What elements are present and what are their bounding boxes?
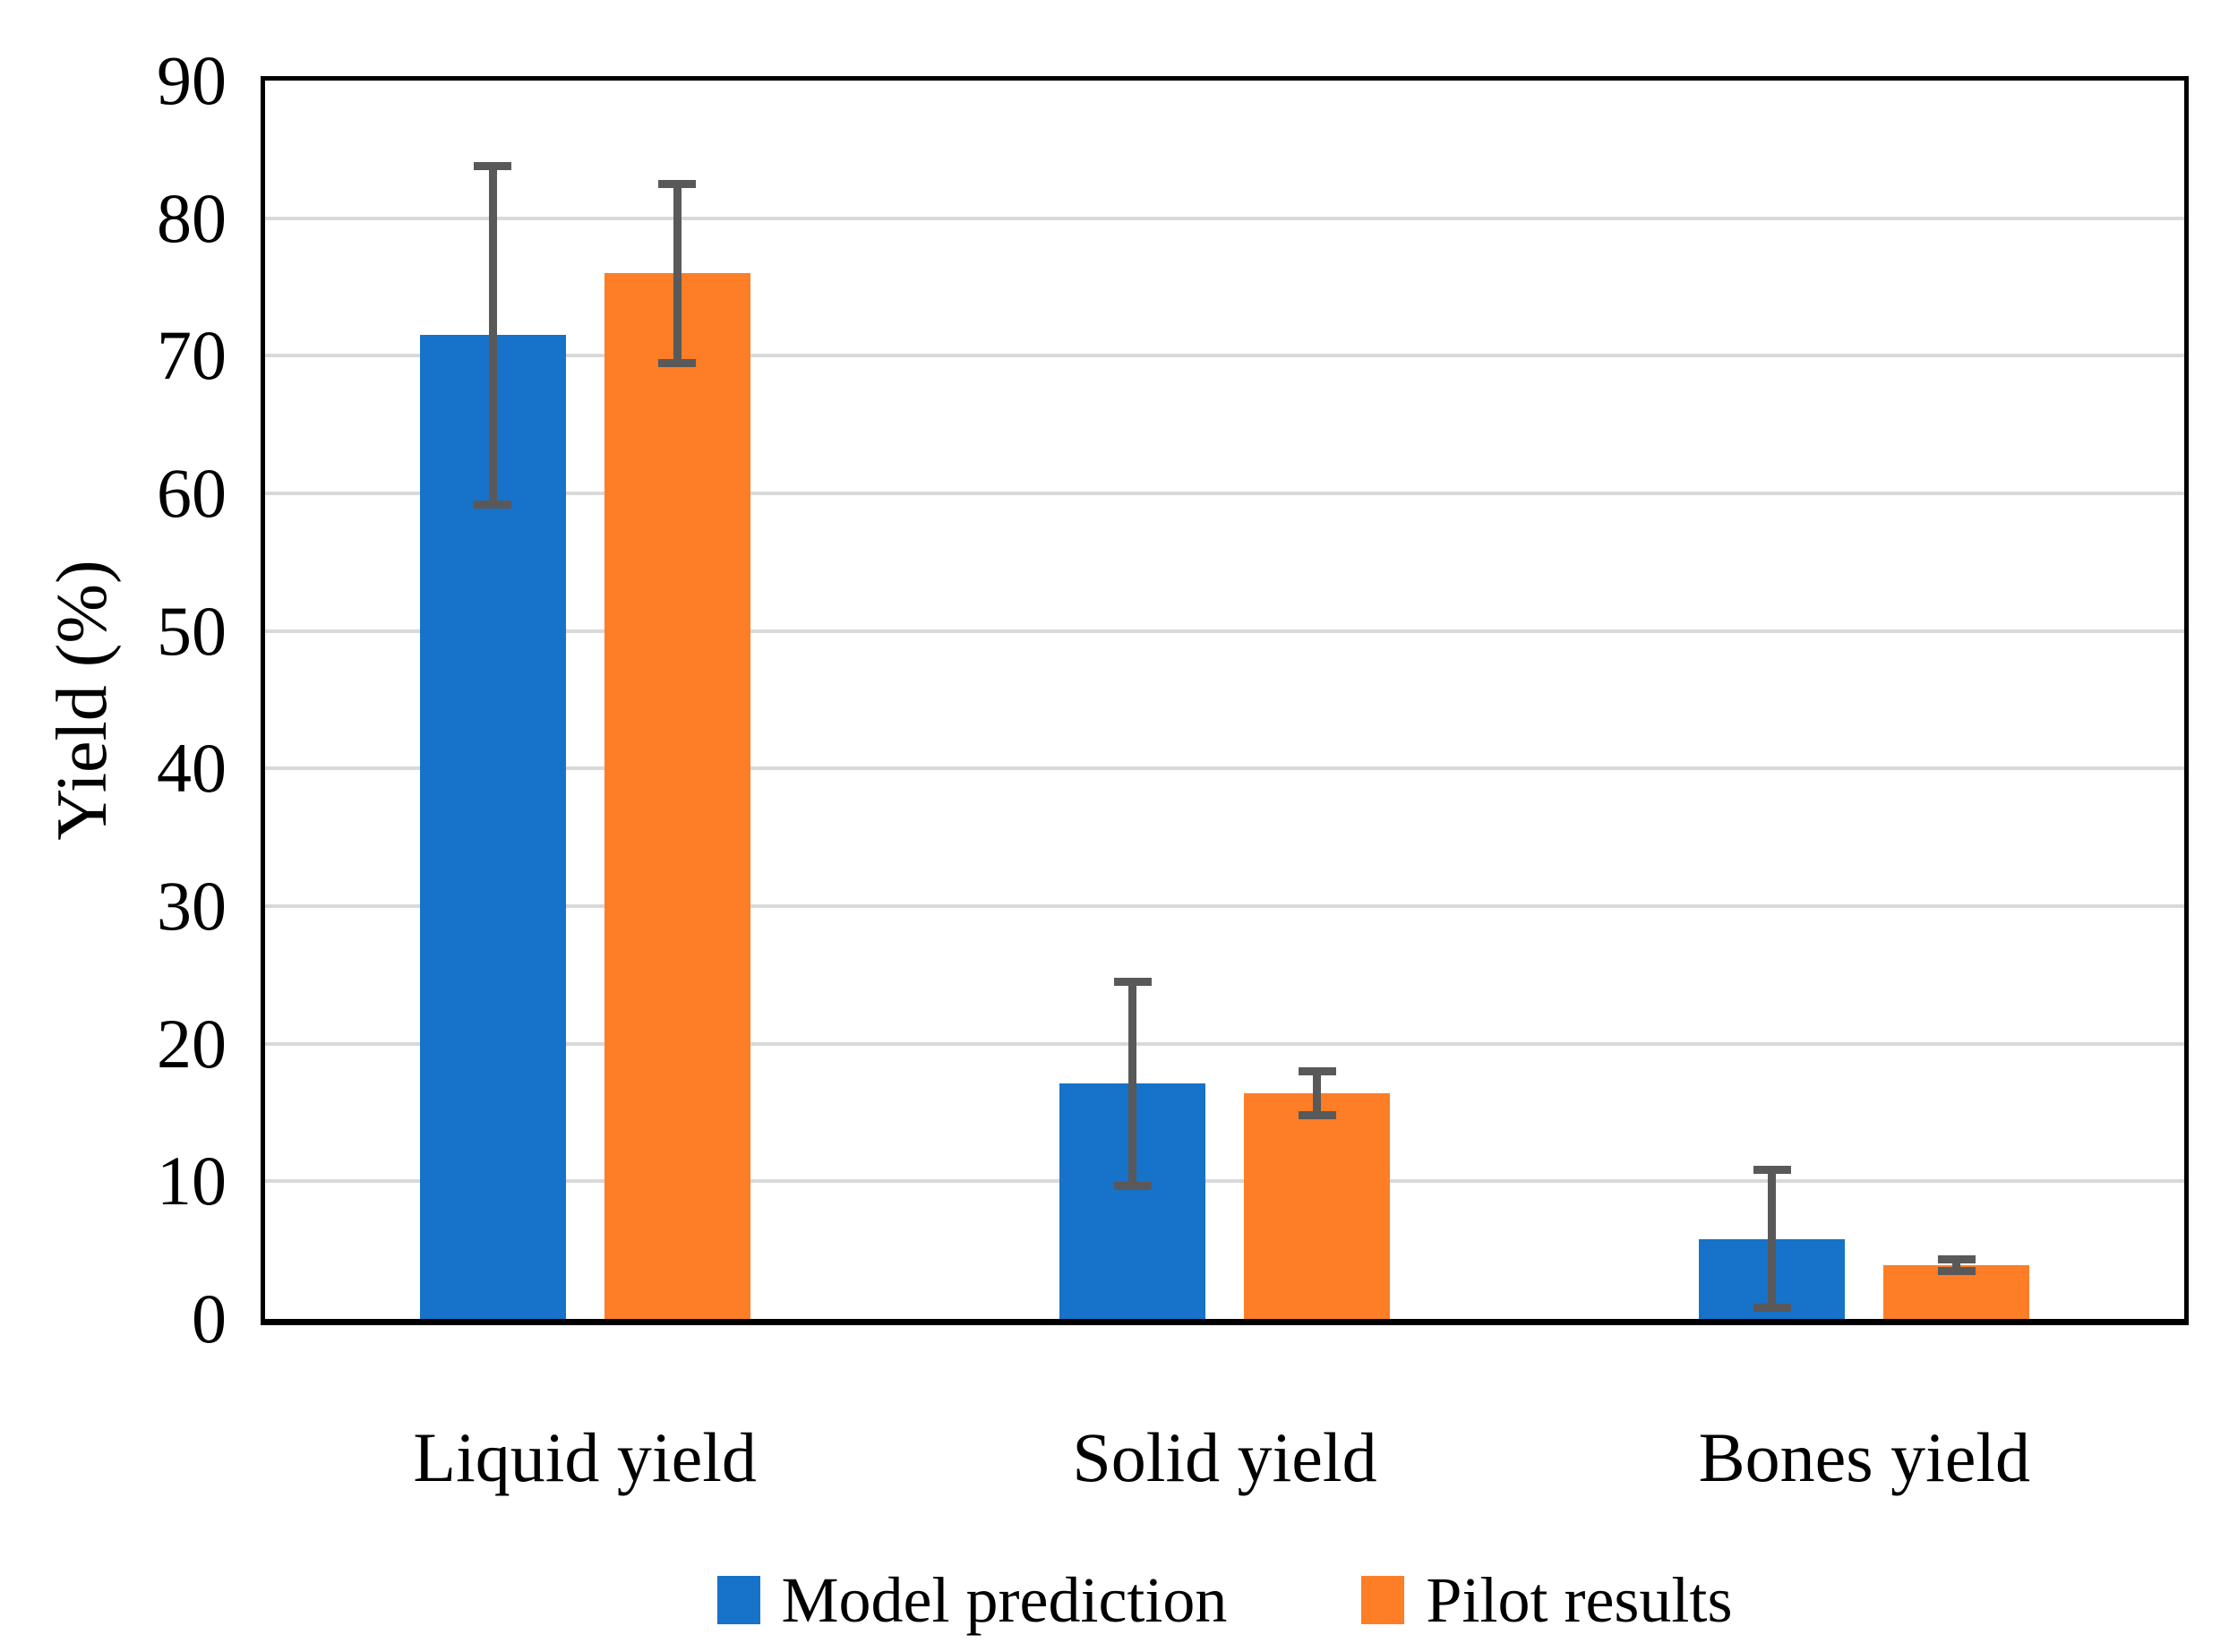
bar-pilot-results-solid-yield (1244, 1093, 1390, 1319)
y-tick-label-70: 70 (157, 316, 227, 395)
error-bar-cap-top (1937, 1255, 1976, 1264)
legend-swatch-icon (716, 1576, 760, 1624)
y-tick-label-60: 60 (157, 454, 227, 532)
y-tick-label-20: 20 (157, 1004, 227, 1083)
legend-swatch-icon (1361, 1576, 1405, 1624)
gridline-y-60 (265, 492, 2184, 495)
y-tick-label-10: 10 (157, 1142, 227, 1220)
error-bar-line (1952, 1255, 1961, 1275)
error-bar-cap-top (658, 179, 697, 188)
error-bar-cap-top (1753, 1166, 1791, 1175)
error-bar-cap-bottom (1113, 1181, 1152, 1190)
plot-area (261, 76, 2189, 1325)
gridline-y-50 (265, 629, 2184, 633)
legend: Model prediction Pilot results (261, 1560, 2189, 1640)
category-label-solid-yield: Solid yield (1072, 1418, 1377, 1496)
y-tick-label-40: 40 (157, 729, 227, 808)
y-tick-label-80: 80 (157, 178, 227, 257)
gridline-y-80 (265, 216, 2184, 220)
y-tick-label-90: 90 (157, 41, 227, 119)
error-bar-line (1313, 1066, 1321, 1120)
error-bar-line (1768, 1166, 1777, 1313)
gridline-y-40 (265, 766, 2184, 771)
bar-pilot-results-liquid-yield (604, 273, 750, 1319)
error-bar-cap-bottom (658, 358, 697, 367)
error-bar-cap-top (1298, 1066, 1336, 1075)
gridline-y-70 (265, 354, 2184, 358)
error-bar-cap-bottom (1298, 1111, 1336, 1120)
error-bar-cap-top (474, 161, 512, 170)
legend-item-pilot-results: Pilot results (1361, 1564, 1732, 1636)
error-bar-cap-bottom (474, 500, 512, 509)
plot-inner-layer (265, 81, 2184, 1319)
error-bar-cap-bottom (1753, 1304, 1791, 1313)
gridline-y-30 (265, 904, 2184, 908)
gridline-y-10 (265, 1179, 2184, 1184)
y-tick-label-50: 50 (157, 591, 227, 670)
error-bar-cap-bottom (1937, 1266, 1976, 1275)
gridline-y-20 (265, 1041, 2184, 1046)
error-bar-cap-top (1113, 977, 1152, 986)
category-label-bones-yield: Bones yield (1698, 1418, 2031, 1496)
y-tick-label-30: 30 (157, 867, 227, 945)
error-bar-line (1128, 977, 1136, 1190)
legend-item-model-prediction: Model prediction (716, 1564, 1228, 1636)
error-bar-line (673, 179, 682, 367)
error-bar-line (488, 161, 497, 509)
legend-label: Pilot results (1426, 1564, 1733, 1636)
legend-label: Model prediction (781, 1564, 1228, 1636)
y-tick-label-0: 0 (192, 1280, 227, 1357)
category-label-liquid-yield: Liquid yield (413, 1418, 757, 1496)
